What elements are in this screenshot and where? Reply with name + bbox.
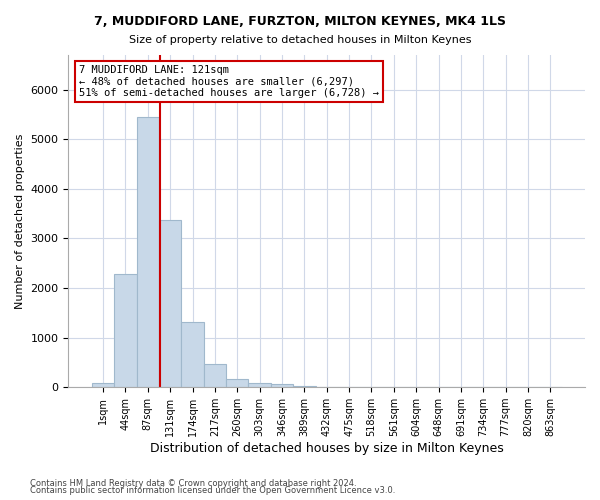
Bar [226, 379, 248, 387]
Text: 7 MUDDIFORD LANE: 121sqm
← 48% of detached houses are smaller (6,297)
51% of sem: 7 MUDDIFORD LANE: 121sqm ← 48% of detach… [79, 65, 379, 98]
Bar [204, 364, 226, 387]
Text: Contains HM Land Registry data © Crown copyright and database right 2024.: Contains HM Land Registry data © Crown c… [30, 478, 356, 488]
Y-axis label: Number of detached properties: Number of detached properties [15, 134, 25, 309]
Bar [159, 220, 181, 387]
X-axis label: Distribution of detached houses by size in Milton Keynes: Distribution of detached houses by size … [150, 442, 503, 455]
Bar [114, 274, 137, 387]
Text: Size of property relative to detached houses in Milton Keynes: Size of property relative to detached ho… [129, 35, 471, 45]
Bar [271, 384, 293, 387]
Text: 7, MUDDIFORD LANE, FURZTON, MILTON KEYNES, MK4 1LS: 7, MUDDIFORD LANE, FURZTON, MILTON KEYNE… [94, 15, 506, 28]
Bar [181, 322, 204, 387]
Bar [92, 384, 114, 387]
Text: Contains public sector information licensed under the Open Government Licence v3: Contains public sector information licen… [30, 486, 395, 495]
Bar [137, 117, 159, 387]
Bar [293, 386, 316, 387]
Bar [248, 383, 271, 387]
